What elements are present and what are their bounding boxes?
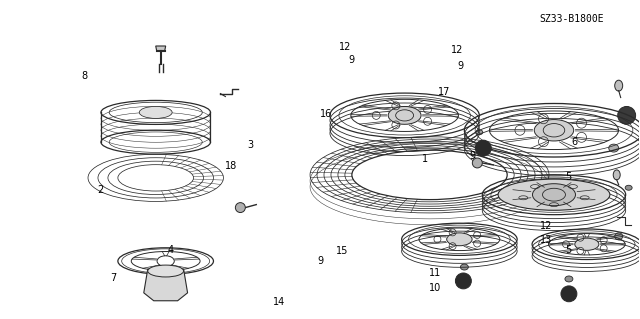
Ellipse shape <box>532 184 575 206</box>
Circle shape <box>236 203 245 212</box>
Ellipse shape <box>140 107 172 118</box>
Ellipse shape <box>460 264 468 270</box>
Text: 4: 4 <box>167 245 173 255</box>
Text: 6: 6 <box>572 137 578 147</box>
Text: 17: 17 <box>438 86 451 97</box>
Ellipse shape <box>476 130 483 135</box>
Text: 13: 13 <box>540 235 552 245</box>
Polygon shape <box>144 269 188 301</box>
Circle shape <box>456 273 471 289</box>
Circle shape <box>472 158 483 168</box>
Ellipse shape <box>534 120 573 141</box>
Text: 2: 2 <box>97 184 103 195</box>
Text: 8: 8 <box>81 71 87 81</box>
Text: 18: 18 <box>225 161 237 171</box>
Circle shape <box>618 107 636 124</box>
Text: 12: 12 <box>339 42 351 52</box>
Ellipse shape <box>447 233 472 246</box>
Text: 10: 10 <box>429 283 441 293</box>
Text: 5: 5 <box>565 172 572 182</box>
Ellipse shape <box>613 170 620 180</box>
Ellipse shape <box>388 107 421 124</box>
Ellipse shape <box>609 144 619 152</box>
Ellipse shape <box>575 238 599 250</box>
Text: 16: 16 <box>320 109 333 119</box>
Text: 11: 11 <box>429 268 441 278</box>
Text: 12: 12 <box>540 221 552 231</box>
Circle shape <box>561 286 577 302</box>
Text: 1: 1 <box>422 154 428 165</box>
Circle shape <box>476 140 492 156</box>
Text: 14: 14 <box>273 297 285 307</box>
Text: 5: 5 <box>565 245 572 255</box>
Text: 9: 9 <box>317 256 323 266</box>
Text: 9: 9 <box>457 61 463 71</box>
Text: SZ33-B1800E: SZ33-B1800E <box>540 14 604 24</box>
Ellipse shape <box>614 233 623 240</box>
Text: 7: 7 <box>110 273 116 283</box>
Text: 9: 9 <box>349 55 355 65</box>
Text: 15: 15 <box>336 246 349 256</box>
Ellipse shape <box>565 276 573 282</box>
Text: 9: 9 <box>470 151 476 161</box>
Ellipse shape <box>148 265 184 277</box>
Text: 12: 12 <box>451 45 463 56</box>
Ellipse shape <box>498 179 610 210</box>
Ellipse shape <box>614 80 623 91</box>
Ellipse shape <box>625 185 632 190</box>
Text: 3: 3 <box>247 140 253 150</box>
Polygon shape <box>156 46 166 51</box>
